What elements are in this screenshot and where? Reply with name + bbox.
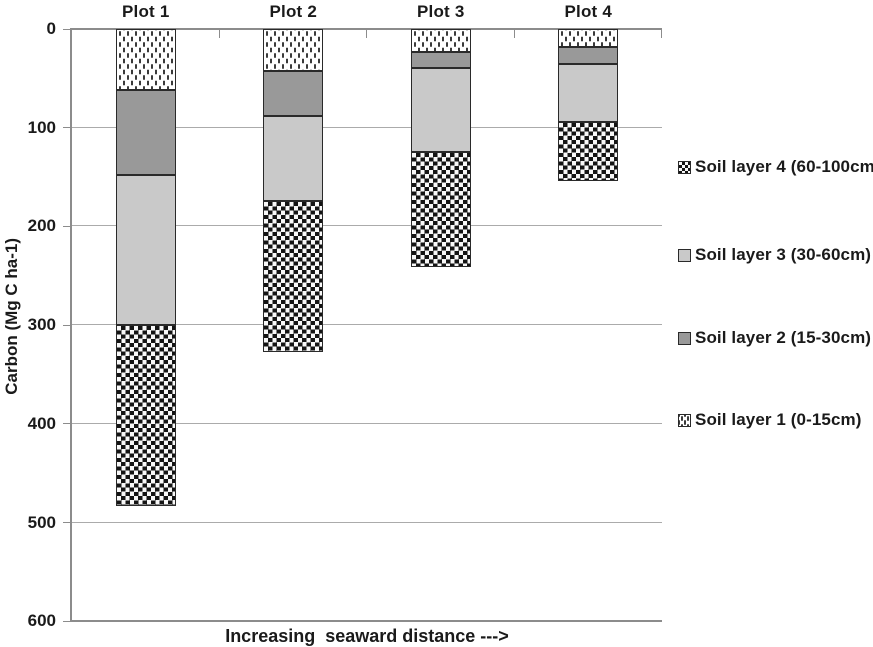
bar-segment: [263, 70, 324, 117]
y-tick-label-200: 200: [27, 216, 56, 236]
y-tick-label-600: 600: [27, 611, 56, 631]
y-tick-label-400: 400: [27, 413, 56, 433]
legend-swatch-checker: [678, 160, 691, 174]
legend-swatch-gray2: [678, 331, 691, 345]
x-axis-tick-2: [366, 29, 367, 38]
y-axis-tick-300: [63, 324, 72, 326]
bar-segment: [115, 28, 176, 90]
gridline-200: [72, 225, 662, 227]
gridline-100: [72, 126, 662, 128]
bar-segment: [558, 64, 619, 123]
bar-segment: [263, 116, 324, 202]
plot-title-4: Plot 4: [564, 2, 612, 21]
bar-segment: [115, 324, 176, 507]
legend-label: Soil layer 2 (15-30cm): [695, 328, 872, 347]
plot-title-1: Plot 1: [122, 2, 170, 21]
plot-title-2: Plot 2: [269, 2, 317, 21]
bar-segment: [115, 174, 176, 325]
bar-segment: [410, 67, 471, 152]
y-axis-tick-100: [63, 127, 72, 129]
y-tick-label-300: 300: [27, 315, 56, 335]
x-axis-title: Increasing seaward distance --->: [225, 626, 509, 646]
legend-item: Soil layer 2 (15-30cm): [678, 328, 871, 348]
legend-item: Soil layer 3 (30-60cm): [678, 245, 871, 265]
gridline-500: [72, 521, 662, 523]
y-tick-label-0: 0: [46, 19, 56, 38]
y-tick-label-500: 500: [27, 512, 56, 532]
y-axis-spine: [70, 28, 72, 622]
bar-segment: [263, 201, 324, 353]
legend-label: Soil layer 4 (60-100cm): [695, 157, 873, 176]
y-axis-tick-500: [63, 522, 72, 524]
bar-segment: [558, 47, 619, 65]
x-axis-tick-3: [513, 29, 515, 38]
y-tick-label-100: 100: [27, 117, 56, 137]
y-axis-tick-0: [63, 28, 72, 30]
y-axis-tick-400: [63, 423, 72, 425]
legend-swatch-dots: [678, 413, 691, 427]
x-axis-tick-4: [661, 29, 662, 38]
bar-segment: [263, 28, 324, 71]
gridline-600: [72, 619, 662, 622]
gridline-300: [72, 324, 662, 326]
gridline-400: [72, 422, 662, 424]
bar-segment: [558, 28, 619, 48]
bar-segment: [410, 151, 471, 268]
legend-label: Soil layer 1 (0-15cm): [695, 410, 862, 429]
bar-segment: [410, 28, 471, 53]
legend-item: Soil layer 1 (0-15cm): [678, 410, 862, 430]
legend-swatch-gray3: [678, 248, 691, 262]
y-axis-tick-600: [63, 620, 72, 622]
legend-item: Soil layer 4 (60-100cm): [678, 157, 873, 177]
bar-segment: [115, 89, 176, 175]
y-axis-tick-200: [63, 225, 72, 227]
legend-label: Soil layer 3 (30-60cm): [695, 245, 872, 264]
bar-segment: [410, 52, 471, 68]
bar-segment: [558, 122, 619, 181]
plot-title-3: Plot 3: [417, 2, 465, 21]
x-axis-tick-1: [218, 29, 220, 38]
gridline-0: [72, 27, 662, 30]
